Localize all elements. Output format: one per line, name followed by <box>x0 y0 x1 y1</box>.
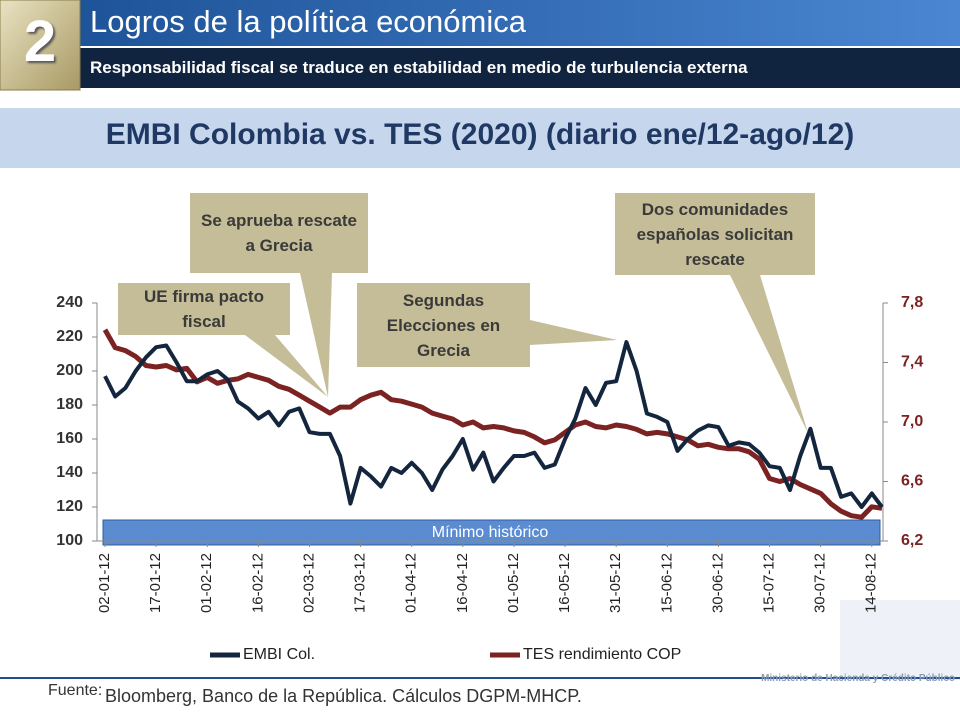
x-tick-label: 01-04-12 <box>403 553 420 613</box>
y-tick-label: 180 <box>56 396 83 413</box>
y2-tick-label: 6,6 <box>901 473 923 490</box>
y-tick-label: 140 <box>56 464 83 481</box>
x-tick-label: 30-06-12 <box>709 553 726 613</box>
x-tick-label: 31-05-12 <box>607 553 624 613</box>
y-tick-label: 240 <box>56 294 83 311</box>
series-line <box>103 340 884 509</box>
y-tick-label: 200 <box>56 362 83 379</box>
chart-title-band <box>0 108 960 168</box>
ministry: Ministerio de Hacienda y Crédito Público <box>761 673 955 684</box>
x-tick-label: 16-05-12 <box>556 553 573 613</box>
plot-area: Mínimo histórico 100 120 140 160 180 200 220 240… <box>56 294 923 663</box>
subtitle-bar <box>0 48 960 88</box>
number-box <box>0 0 81 91</box>
x-tick-label: 17-01-12 <box>147 553 164 613</box>
x-tick-label: 15-07-12 <box>761 553 778 613</box>
y2-tick-label: 7,4 <box>901 354 923 371</box>
section-number: 2 <box>23 9 57 74</box>
annotation: Dos comunidades españolas solicitan resc… <box>615 193 815 275</box>
y2-tick-label: 7,8 <box>901 294 923 311</box>
legend-label: TES rendimiento COP <box>523 646 681 663</box>
x-tick-label: 01-02-12 <box>198 553 215 613</box>
band-label: Mínimo histórico <box>432 524 549 541</box>
x-tick-label: 16-04-12 <box>454 553 471 613</box>
x-tick-label: 15-06-12 <box>658 553 675 613</box>
x-tick-label: 01-05-12 <box>505 553 522 613</box>
annotation: UE firma pacto fiscal <box>118 283 290 335</box>
y-tick-label: 120 <box>56 498 83 515</box>
watermark <box>840 600 960 680</box>
x-tick-label: 30-07-12 <box>812 553 829 613</box>
source: Bloomberg, Banco de la República. Cálcul… <box>105 686 582 706</box>
callout-pointer <box>530 320 617 345</box>
x-tick-label: 14-08-12 <box>863 553 880 613</box>
callout-pointer <box>730 275 808 433</box>
slide-title: Logros de la política económica <box>90 4 526 39</box>
y2-tick-label: 7,0 <box>901 413 923 430</box>
annotation: Segundas Elecciones en Grecia <box>357 283 530 367</box>
annotation: Se aprueba rescate a Grecia <box>190 193 368 273</box>
x-tick-label: 02-01-12 <box>96 553 113 613</box>
y-tick-label: 160 <box>56 430 83 447</box>
x-tick-label: 16-02-12 <box>249 553 266 613</box>
y2-tick-label: 6,2 <box>901 532 923 549</box>
source-label: Fuente: <box>48 682 103 699</box>
slide-subtitle: Responsabilidad fiscal se traduce en est… <box>90 58 748 77</box>
x-tick-label: 17-03-12 <box>352 553 369 613</box>
x-tick-label: 02-03-12 <box>300 553 317 613</box>
y-tick-label: 100 <box>56 532 83 549</box>
y-tick-label: 220 <box>56 328 83 345</box>
callout-pointer <box>245 335 328 397</box>
callout-pointer <box>300 273 332 397</box>
chart-title: EMBI Colombia vs. TES (2020) (diario ene… <box>105 118 855 151</box>
series-line <box>102 328 883 520</box>
legend-label: EMBI Col. <box>243 646 315 663</box>
title-bar <box>0 0 960 46</box>
